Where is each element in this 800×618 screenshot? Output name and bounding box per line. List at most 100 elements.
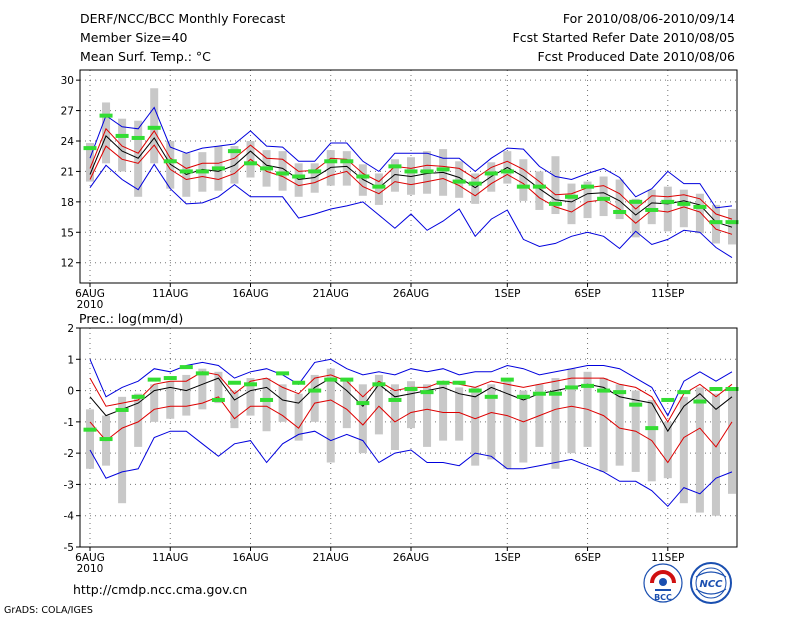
ensemble-box [102,102,111,164]
forecast-marker [468,388,482,393]
forecast-marker [516,394,530,399]
ensemble-box [615,179,624,220]
fcst-produced-date: Fcst Produced Date 2010/08/06 [537,49,735,64]
ensemble-box [679,189,688,228]
series-upper-line [89,127,733,220]
forecast-marker [709,220,723,225]
x-tick-label: 1SEP [494,552,520,564]
ensemble-box [599,176,608,217]
forecast-marker [484,394,498,399]
forecast-marker [548,391,562,396]
ncc-logo-text: NCC [699,579,723,590]
series-max-line [89,358,733,417]
forecast-marker [436,167,450,172]
ensemble-box [487,384,496,460]
source-url[interactable]: http://cmdp.ncc.cma.gov.cn [73,582,247,597]
ensemble-box [647,189,656,225]
forecast-marker [83,427,97,432]
ensemble-box [310,374,319,422]
x-tick-label: 6SEP [574,552,600,564]
bcc-logo-text: BCC [654,593,672,602]
forecast-marker [709,387,723,392]
x-tick-label: 11AUG [152,288,188,300]
ensemble-box [551,156,560,215]
forecast-marker [163,159,177,164]
y-tick-label: 12 [61,258,74,270]
ensemble-box [214,371,223,404]
forecast-marker [629,199,643,204]
forecast-marker [581,184,595,189]
forecast-marker [629,402,643,407]
ensemble-box [407,381,415,429]
x-tick-year-label: 2010 [77,299,104,311]
forecast-marker [645,207,659,212]
ensemble-box [118,396,127,504]
forecast-marker [308,169,322,174]
x-tick-label: 11SEP [651,288,684,300]
series-lower-line [89,396,733,464]
forecast-marker [115,407,129,412]
ensemble-box [390,159,399,192]
forecast-marker [452,179,466,184]
ensemble-box [471,387,480,466]
x-tick-label: 6SEP [574,288,600,300]
x-tick-label: 21AUG [313,288,349,300]
forecast-marker [260,166,274,171]
forecast-marker [163,376,177,381]
ensemble-box [326,368,335,463]
x-tick-label: 21AUG [313,552,349,564]
forecast-marker [548,201,562,206]
forecast-marker [436,380,450,385]
series-min-line [89,163,733,259]
ensemble-box [310,163,319,193]
y-tick-label: -1 [64,417,74,429]
forecast-marker [195,371,209,376]
member-size: Member Size=40 [80,30,187,45]
forecast-marker [613,210,627,214]
forecast-marker [468,181,482,186]
ensemble-box [471,173,480,204]
forecast-marker [340,159,354,164]
ensemble-box [374,374,383,435]
ensemble-box [294,393,303,441]
fcst-started-refer-date: Fcst Started Refer Date 2010/08/05 [513,30,736,45]
forecast-marker [565,385,578,390]
forecast-marker [260,397,274,402]
forecast-marker [693,204,707,209]
forecast-marker [179,169,193,174]
x-tick-label: 6AUG [75,288,105,300]
forecast-marker [244,161,257,166]
forecast-marker [83,146,97,151]
ensemble-box [551,378,560,469]
ensemble-box [278,151,287,191]
ensemble-box [631,198,640,238]
y-tick-label: 2 [67,323,74,335]
x-tick-label: 16AUG [232,288,268,300]
ensemble-box [134,120,143,197]
ensemble-box [86,143,94,182]
forecast-marker [516,184,530,189]
ensemble-box [519,159,528,201]
forecast-marker [677,201,691,206]
ensemble-box [663,421,672,479]
ensemble-box [150,384,159,422]
ensemble-box [374,173,383,205]
ensemble-box [599,378,608,472]
forecast-marker [372,382,386,387]
forecast-marker [500,377,514,382]
forecast-marker [147,125,161,130]
forecast-marker [244,382,257,387]
forecast-marker [420,390,434,395]
forecast-marker [725,220,739,225]
ensemble-box [695,387,704,513]
y-tick-label: -5 [64,542,74,554]
ensemble-box [695,193,704,234]
ensemble-box [615,384,624,466]
forecast-marker [693,399,707,404]
ensemble-box [583,181,592,219]
forecast-marker [420,169,434,174]
ncc-logo: NCC [690,562,732,604]
forecast-marker [581,383,595,388]
